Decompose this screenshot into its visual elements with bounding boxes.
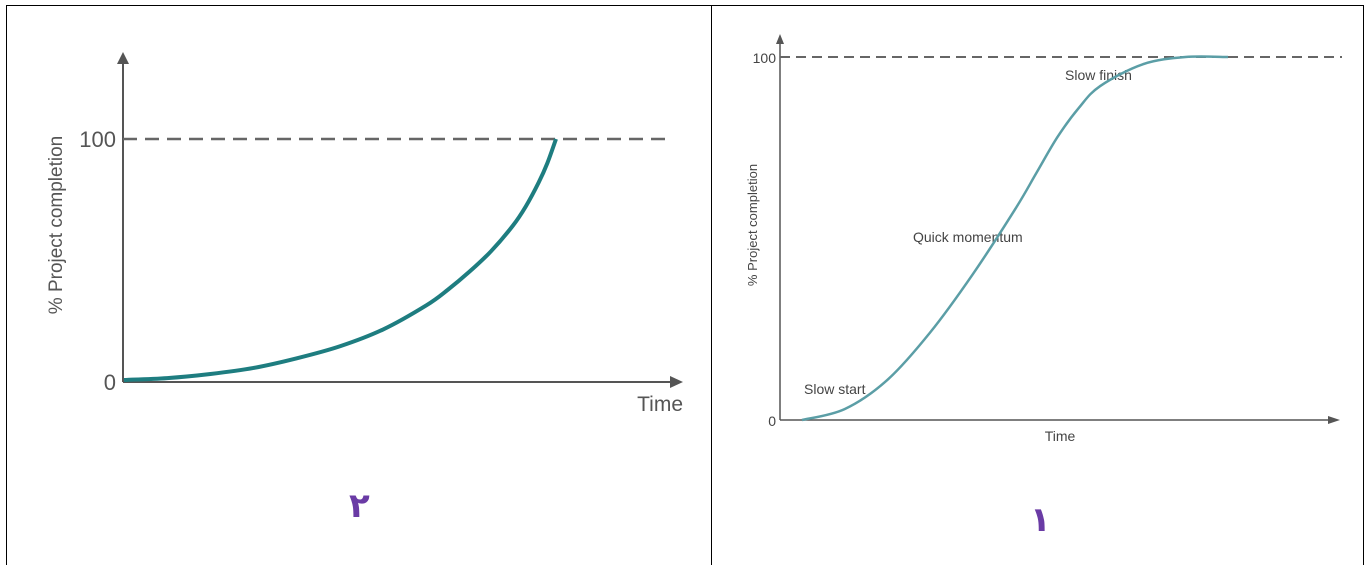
- right-x-axis-arrow: [1328, 416, 1340, 424]
- annotation-slow-start: Slow start: [804, 381, 866, 397]
- chart-right: 100 0 Time % Project completion Slow sta…: [745, 34, 1342, 444]
- right-x-label: Time: [1045, 428, 1076, 444]
- annotation-quick-momentum: Quick momentum: [913, 229, 1023, 245]
- right-series-line: [801, 55, 1229, 422]
- caption-number-left: ٢: [349, 486, 370, 526]
- left-y-axis-arrow: [117, 52, 129, 64]
- right-y-label: % Project completion: [745, 164, 760, 286]
- right-cell: [712, 5, 1364, 565]
- left-x-axis-arrow: [670, 376, 683, 388]
- right-y-axis-arrow: [776, 34, 784, 44]
- right-ytick-100: 100: [753, 50, 777, 66]
- annotation-slow-finish: Slow finish: [1065, 67, 1132, 83]
- left-x-label: Time: [637, 393, 683, 416]
- chart-left: 100 0 Time % Project completion: [46, 52, 683, 416]
- left-ytick-100: 100: [79, 127, 116, 152]
- left-y-label: % Project completion: [46, 136, 67, 314]
- right-ytick-0: 0: [768, 413, 776, 429]
- left-ytick-0: 0: [104, 370, 116, 395]
- left-series-line: [123, 138, 558, 382]
- caption-number-right: ١: [1030, 500, 1051, 540]
